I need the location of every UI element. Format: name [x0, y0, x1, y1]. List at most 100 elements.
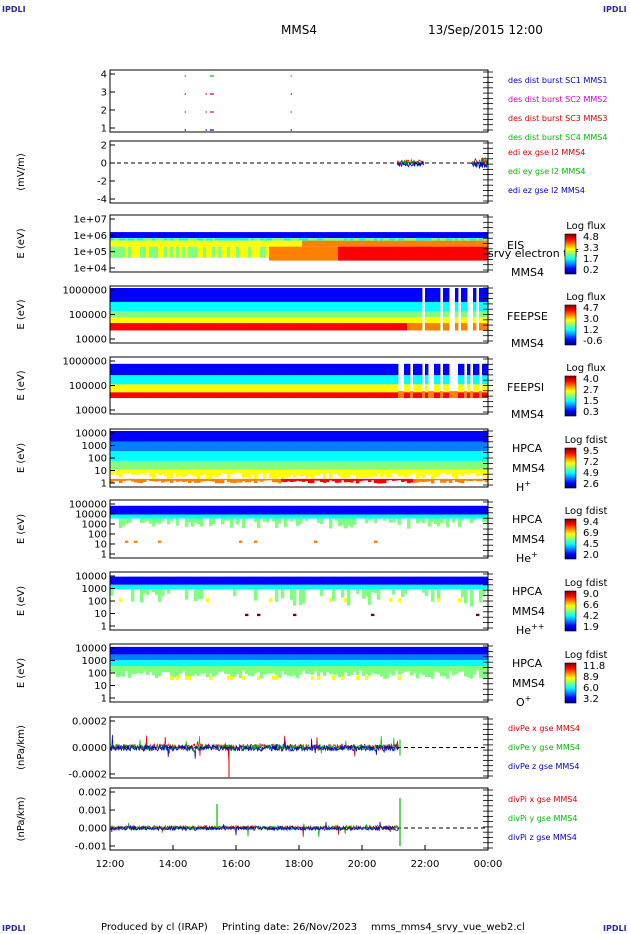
heatmap-cell: [149, 478, 153, 481]
heatmap-cell: [110, 576, 114, 585]
heatmap-cell: [218, 240, 222, 247]
heatmap-cell: [149, 460, 153, 470]
heatmap-cell: [359, 431, 363, 442]
heatmap-cell: [191, 431, 195, 442]
heatmap-cell: [266, 323, 270, 331]
heatmap-cell: [284, 301, 288, 312]
heatmap-cell: [359, 441, 363, 452]
heatmap-cell: [263, 660, 267, 667]
heatmap-cell: [425, 288, 429, 302]
heatmap-cell: [128, 363, 132, 376]
heatmap-cell: [404, 666, 408, 672]
heatmap-cell: [371, 441, 375, 452]
heatmap-cell: [419, 375, 423, 385]
heatmap-cell: [335, 660, 339, 667]
heatmap-cell: [200, 654, 204, 661]
heatmap-cell: [317, 576, 321, 585]
heatmap-cell: [149, 288, 153, 302]
heatmap-cell: [329, 392, 333, 399]
heatmap-cell: [380, 246, 384, 261]
heatmap-cell: [281, 469, 285, 480]
heatmap-cell: [422, 514, 426, 519]
heatmap-cell: [455, 584, 459, 590]
heatmap-cell: [389, 323, 393, 331]
heatmap-cell: [116, 514, 120, 519]
heatmap-cell: [236, 301, 240, 312]
heatmap-cell: [359, 317, 363, 324]
heatmap-cell: [329, 288, 333, 302]
heatmap-cell: [263, 646, 267, 655]
heatmap-cell: [170, 323, 174, 331]
heatmap-cell: [485, 384, 489, 393]
heatmap-cell: [128, 288, 132, 302]
heatmap-cell: [302, 451, 306, 461]
heatmap-cell: [215, 288, 219, 302]
heatmap-cell: [128, 576, 132, 585]
heatmap-cell: [308, 323, 312, 331]
heatmap-cell: [209, 288, 213, 302]
heatmap-cell: [314, 288, 318, 302]
heatmap-cell: [230, 392, 234, 399]
heatmap-cell: [395, 375, 399, 385]
heatmap-cell: [260, 384, 264, 393]
heatmap-cell: [254, 301, 258, 312]
heatmap-cell: [230, 323, 234, 331]
heatmap-cell: [434, 375, 438, 385]
heatmap-cell: [293, 232, 297, 239]
heatmap-cell: [221, 451, 225, 461]
heatmap-cell: [314, 392, 318, 399]
heatmap-cell: [404, 469, 408, 478]
heatmap-cell: [116, 646, 120, 655]
heatmap-cell: [314, 323, 318, 331]
heatmap-cell: [239, 478, 243, 483]
heatmap-cell: [218, 246, 222, 258]
heatmap-cell: [158, 460, 162, 470]
heatmap-cell: [419, 431, 423, 442]
heatmap-cell: [197, 232, 201, 239]
heatmap-cell: [383, 384, 387, 393]
heatmap-cell: [275, 375, 279, 385]
heatmap-cell: [206, 451, 210, 461]
heatmap-cell: [164, 240, 168, 247]
heatmap-cell: [368, 363, 372, 376]
legend-divpi: divPi x gse MMS4: [508, 795, 577, 804]
heatmap-cell: [302, 240, 306, 247]
heatmap-cell: [350, 584, 354, 590]
heatmap-cell: [143, 589, 147, 594]
heatmap-cell: [122, 431, 126, 442]
heatmap-cell: [191, 441, 195, 452]
heatmap-cell: [302, 392, 306, 399]
heatmap-cell: [455, 246, 459, 261]
heatmap-cell: [140, 505, 144, 515]
heatmap-cell: [431, 391, 435, 399]
heatmap-cell: [245, 646, 249, 655]
heatmap-cell: [374, 384, 378, 393]
heatmap-cell: [113, 363, 117, 376]
heatmap-cell: [437, 311, 441, 318]
heatmap-cell: [296, 375, 300, 385]
heatmap-cell: [443, 646, 447, 655]
heatmap-cell: [233, 238, 237, 241]
heatmap-cell: [110, 288, 114, 302]
heatmap-cell: [341, 584, 345, 590]
heatmap-cell: [476, 238, 480, 241]
heatmap-cell: [434, 469, 438, 477]
heatmap-cell: [257, 576, 261, 585]
heatmap-cell: [317, 317, 321, 324]
heatmap-cell: [287, 469, 291, 477]
heatmap-cell: [431, 505, 435, 515]
product-label-eis: srvy electron tof: [488, 247, 579, 260]
heatmap-cell: [386, 323, 390, 331]
heatmap-cell: [332, 514, 336, 519]
heatmap-cell: [122, 363, 126, 376]
heatmap-cell: [395, 232, 399, 239]
heatmap-cell: [326, 317, 330, 324]
heatmap-cell: [395, 246, 399, 261]
heatmap-cell: [236, 646, 240, 655]
heatmap-cell: [308, 469, 312, 477]
heatmap-cell: [287, 646, 291, 655]
heatmap-cell: [134, 441, 138, 452]
heatmap-cell: [179, 431, 183, 442]
heatmap-cell: [182, 576, 186, 585]
heatmap-cell: [155, 518, 159, 524]
